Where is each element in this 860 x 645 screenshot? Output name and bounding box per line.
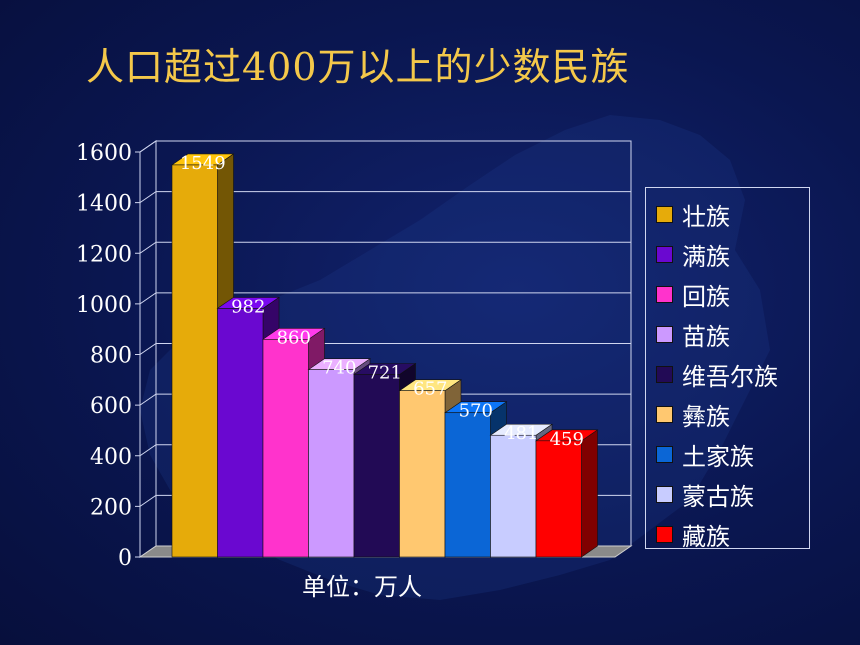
bar-front: [171, 164, 218, 558]
y-tick-label: 1200: [76, 242, 132, 267]
legend-item: 藏族: [646, 514, 809, 554]
legend-swatch: [656, 365, 673, 383]
bar-front: [217, 308, 264, 558]
gridline: [139, 241, 631, 254]
y-tick-label: 1400: [76, 192, 132, 217]
bar-front: [490, 434, 537, 558]
chart-legend: 壮族满族回族苗族维吾尔族彝族土家族蒙古族藏族: [645, 187, 810, 551]
data-label: 570: [459, 401, 493, 422]
y-tick-label: 1000: [76, 293, 132, 318]
legend-swatch: [656, 445, 673, 463]
data-label: 740: [322, 358, 356, 379]
unit-label: 单位：万人: [302, 573, 422, 601]
legend-swatch: [656, 205, 673, 223]
data-label: 481: [504, 423, 538, 444]
legend-item: 满族: [646, 234, 809, 274]
legend-label: 彝族: [682, 402, 730, 431]
legend-label: 蒙古族: [682, 482, 754, 511]
legend-swatch: [656, 325, 673, 343]
y-tick-label: 200: [90, 495, 132, 520]
legend-item: 土家族: [646, 434, 809, 474]
slide-title: 人口超过400万以上的少数民族: [86, 45, 630, 89]
y-tick-label: 400: [90, 445, 132, 470]
data-label: 721: [368, 362, 402, 383]
legend-swatch: [656, 485, 673, 503]
legend-item: 苗族: [646, 314, 809, 354]
bar-藏族: [535, 429, 599, 558]
bar-front: [308, 369, 355, 558]
y-tick-label: 600: [90, 394, 132, 419]
legend-label: 藏族: [682, 522, 730, 551]
data-label: 860: [277, 327, 311, 348]
bar-front: [353, 374, 400, 558]
gridline: [139, 343, 631, 355]
gridline: [139, 393, 631, 406]
data-label: 982: [231, 296, 265, 317]
bar-front: [262, 339, 309, 558]
legend-item: 蒙古族: [646, 474, 809, 514]
data-label: 1549: [180, 153, 226, 174]
legend-label: 回族: [682, 282, 730, 311]
legend-item: 彝族: [646, 394, 809, 434]
gridline: [139, 140, 631, 153]
legend-swatch: [656, 285, 673, 303]
bar-front: [399, 390, 446, 558]
data-label: 459: [550, 429, 584, 450]
bar-front: [444, 412, 491, 558]
y-tick-label: 800: [90, 344, 132, 369]
legend-label: 苗族: [682, 322, 730, 351]
legend-label: 维吾尔族: [682, 362, 778, 391]
legend-label: 壮族: [682, 202, 730, 231]
data-label: 657: [413, 379, 447, 400]
legend-item: 壮族: [646, 194, 809, 234]
legend-label: 满族: [682, 242, 730, 271]
y-tick-label: 0: [118, 546, 132, 571]
legend-item: 维吾尔族: [646, 354, 809, 394]
legend-swatch: [656, 405, 673, 423]
legend-swatch: [656, 525, 673, 543]
bar-front: [535, 440, 582, 558]
legend-item: 回族: [646, 274, 809, 314]
legend-swatch: [656, 245, 673, 263]
gridline: [139, 292, 631, 305]
gridline: [139, 191, 631, 204]
y-tick-label: 1600: [76, 141, 132, 166]
legend-label: 土家族: [682, 442, 754, 471]
